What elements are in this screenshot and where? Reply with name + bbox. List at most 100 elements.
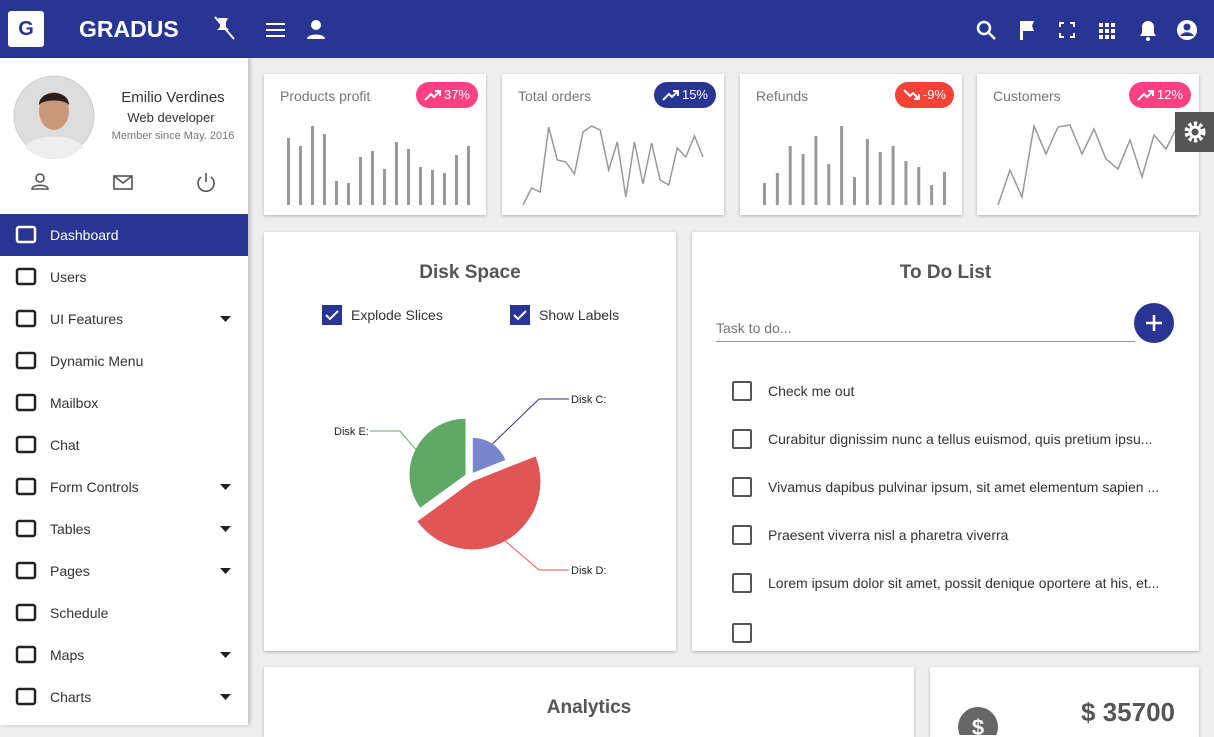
- spark-bar: [904, 161, 908, 205]
- nav-item[interactable]: UI Features: [0, 298, 248, 340]
- pie-slice: [472, 437, 506, 473]
- apps[interactable]: [1099, 23, 1115, 39]
- spark-bar: [865, 139, 869, 205]
- submenu-arrow: [220, 526, 231, 532]
- pin-off[interactable]: [214, 16, 235, 40]
- spark-bar: [323, 134, 326, 205]
- nav-item[interactable]: Mailbox: [0, 382, 248, 424]
- spark-bar: [359, 157, 362, 205]
- trend-icon: [903, 89, 920, 100]
- spark-bar: [943, 172, 946, 205]
- task-input[interactable]: Task to do...: [716, 320, 1135, 342]
- trend-badge: -9%: [894, 82, 954, 108]
- submenu-arrow: [220, 694, 231, 700]
- nav-item[interactable]: Schedule: [0, 592, 248, 634]
- nav-label: Dynamic Menu: [50, 353, 144, 369]
- arrow: [220, 484, 231, 490]
- icon-shape: [15, 309, 37, 328]
- nav-item[interactable]: Users: [0, 256, 248, 298]
- notifications[interactable]: [1140, 21, 1156, 41]
- settings-tab[interactable]: [1175, 112, 1214, 152]
- menu[interactable]: [266, 23, 285, 37]
- arrow: [220, 526, 231, 532]
- spark-bar: [917, 167, 921, 205]
- checkbox[interactable]: [510, 305, 530, 325]
- profile-role: Web developer: [127, 110, 215, 125]
- label-line: [492, 398, 569, 445]
- sparkline: [763, 126, 946, 205]
- nav-label: Maps: [50, 647, 85, 663]
- spark-bar: [395, 142, 398, 205]
- sparkline: [287, 126, 470, 205]
- nav-item[interactable]: Dynamic Menu: [0, 340, 248, 382]
- checkbox[interactable]: [732, 429, 752, 449]
- fullscreen[interactable]: [1059, 22, 1075, 38]
- checkbox[interactable]: [732, 623, 752, 643]
- nav-icon: [15, 477, 37, 496]
- spark-bar: [311, 126, 314, 205]
- nav-label: Schedule: [50, 605, 109, 621]
- trend-icon: [662, 90, 679, 101]
- icon-shape: [15, 477, 37, 496]
- stat-card: Refunds -9%: [740, 74, 962, 215]
- brand: GRADUS: [79, 16, 179, 42]
- profile-name: Emilio Verdines: [121, 89, 225, 106]
- spark-bar: [347, 183, 350, 205]
- nav-icon: [15, 267, 37, 286]
- slice-label: Disk D:: [571, 565, 606, 577]
- stat-title: Customers: [993, 88, 1061, 104]
- nav-label: Mailbox: [50, 395, 99, 411]
- user-circle[interactable]: [1177, 20, 1197, 40]
- account[interactable]: [307, 20, 325, 39]
- nav-label: Chat: [50, 437, 80, 453]
- slice-label: Disk C:: [571, 394, 606, 406]
- checkbox[interactable]: [732, 477, 752, 497]
- nav-item[interactable]: Tables: [0, 508, 248, 550]
- spark-bar: [335, 181, 338, 205]
- svg-text:$: $: [972, 715, 984, 735]
- spark-bar: [443, 173, 446, 205]
- checkbox[interactable]: [732, 573, 752, 593]
- spark-bar: [455, 155, 458, 205]
- profile-actions: [31, 173, 215, 192]
- sparkline: [997, 123, 1179, 206]
- nav-item[interactable]: Pages: [0, 550, 248, 592]
- submenu-arrow: [220, 568, 231, 574]
- search[interactable]: [976, 20, 996, 40]
- nav-item[interactable]: Maps: [0, 634, 248, 676]
- logo[interactable]: G: [8, 11, 44, 47]
- checkbox[interactable]: [732, 525, 752, 545]
- member-since: Member since May. 2016: [111, 130, 235, 142]
- spark-bar: [383, 169, 386, 205]
- todo-text: Praesent viverra nisl a pharetra viverra: [768, 527, 1009, 543]
- checkbox[interactable]: [732, 381, 752, 401]
- nav-icon: [15, 603, 37, 622]
- option-label: Show Labels: [539, 307, 620, 323]
- nav-item[interactable]: Dashboard: [0, 214, 248, 256]
- flag[interactable]: [1020, 21, 1034, 40]
- spark-bar: [775, 173, 779, 205]
- nav-item[interactable]: Form Controls: [0, 466, 248, 508]
- add-button[interactable]: [1134, 302, 1176, 344]
- card-title: Disk Space: [419, 262, 521, 283]
- arrow: [220, 316, 231, 322]
- mail-icon[interactable]: [113, 175, 133, 190]
- power-icon[interactable]: [197, 173, 215, 192]
- revenue-card: $ $ 35700: [930, 667, 1199, 737]
- nav-item[interactable]: Charts: [0, 676, 248, 718]
- spark-line: [997, 123, 1179, 206]
- profile-icon[interactable]: [31, 173, 49, 190]
- todo-text: Lorem ipsum dolor sit amet, possit deniq…: [768, 575, 1160, 591]
- nav-item[interactable]: Chat: [0, 424, 248, 466]
- checkbox[interactable]: [322, 305, 342, 325]
- spark-bar: [930, 185, 934, 205]
- option-label: Explode Slices: [351, 307, 443, 323]
- nav-label: Users: [50, 269, 87, 285]
- submenu-arrow: [220, 652, 231, 658]
- icon-shape: [15, 225, 37, 244]
- top-bar: G GRADUS: [0, 0, 1214, 58]
- stat-card: Products profit 37%: [264, 74, 486, 215]
- icon-shape: [15, 561, 37, 580]
- todo-text: Vivamus dapibus pulvinar ipsum, sit amet…: [768, 479, 1160, 495]
- nav-label: Charts: [50, 689, 92, 705]
